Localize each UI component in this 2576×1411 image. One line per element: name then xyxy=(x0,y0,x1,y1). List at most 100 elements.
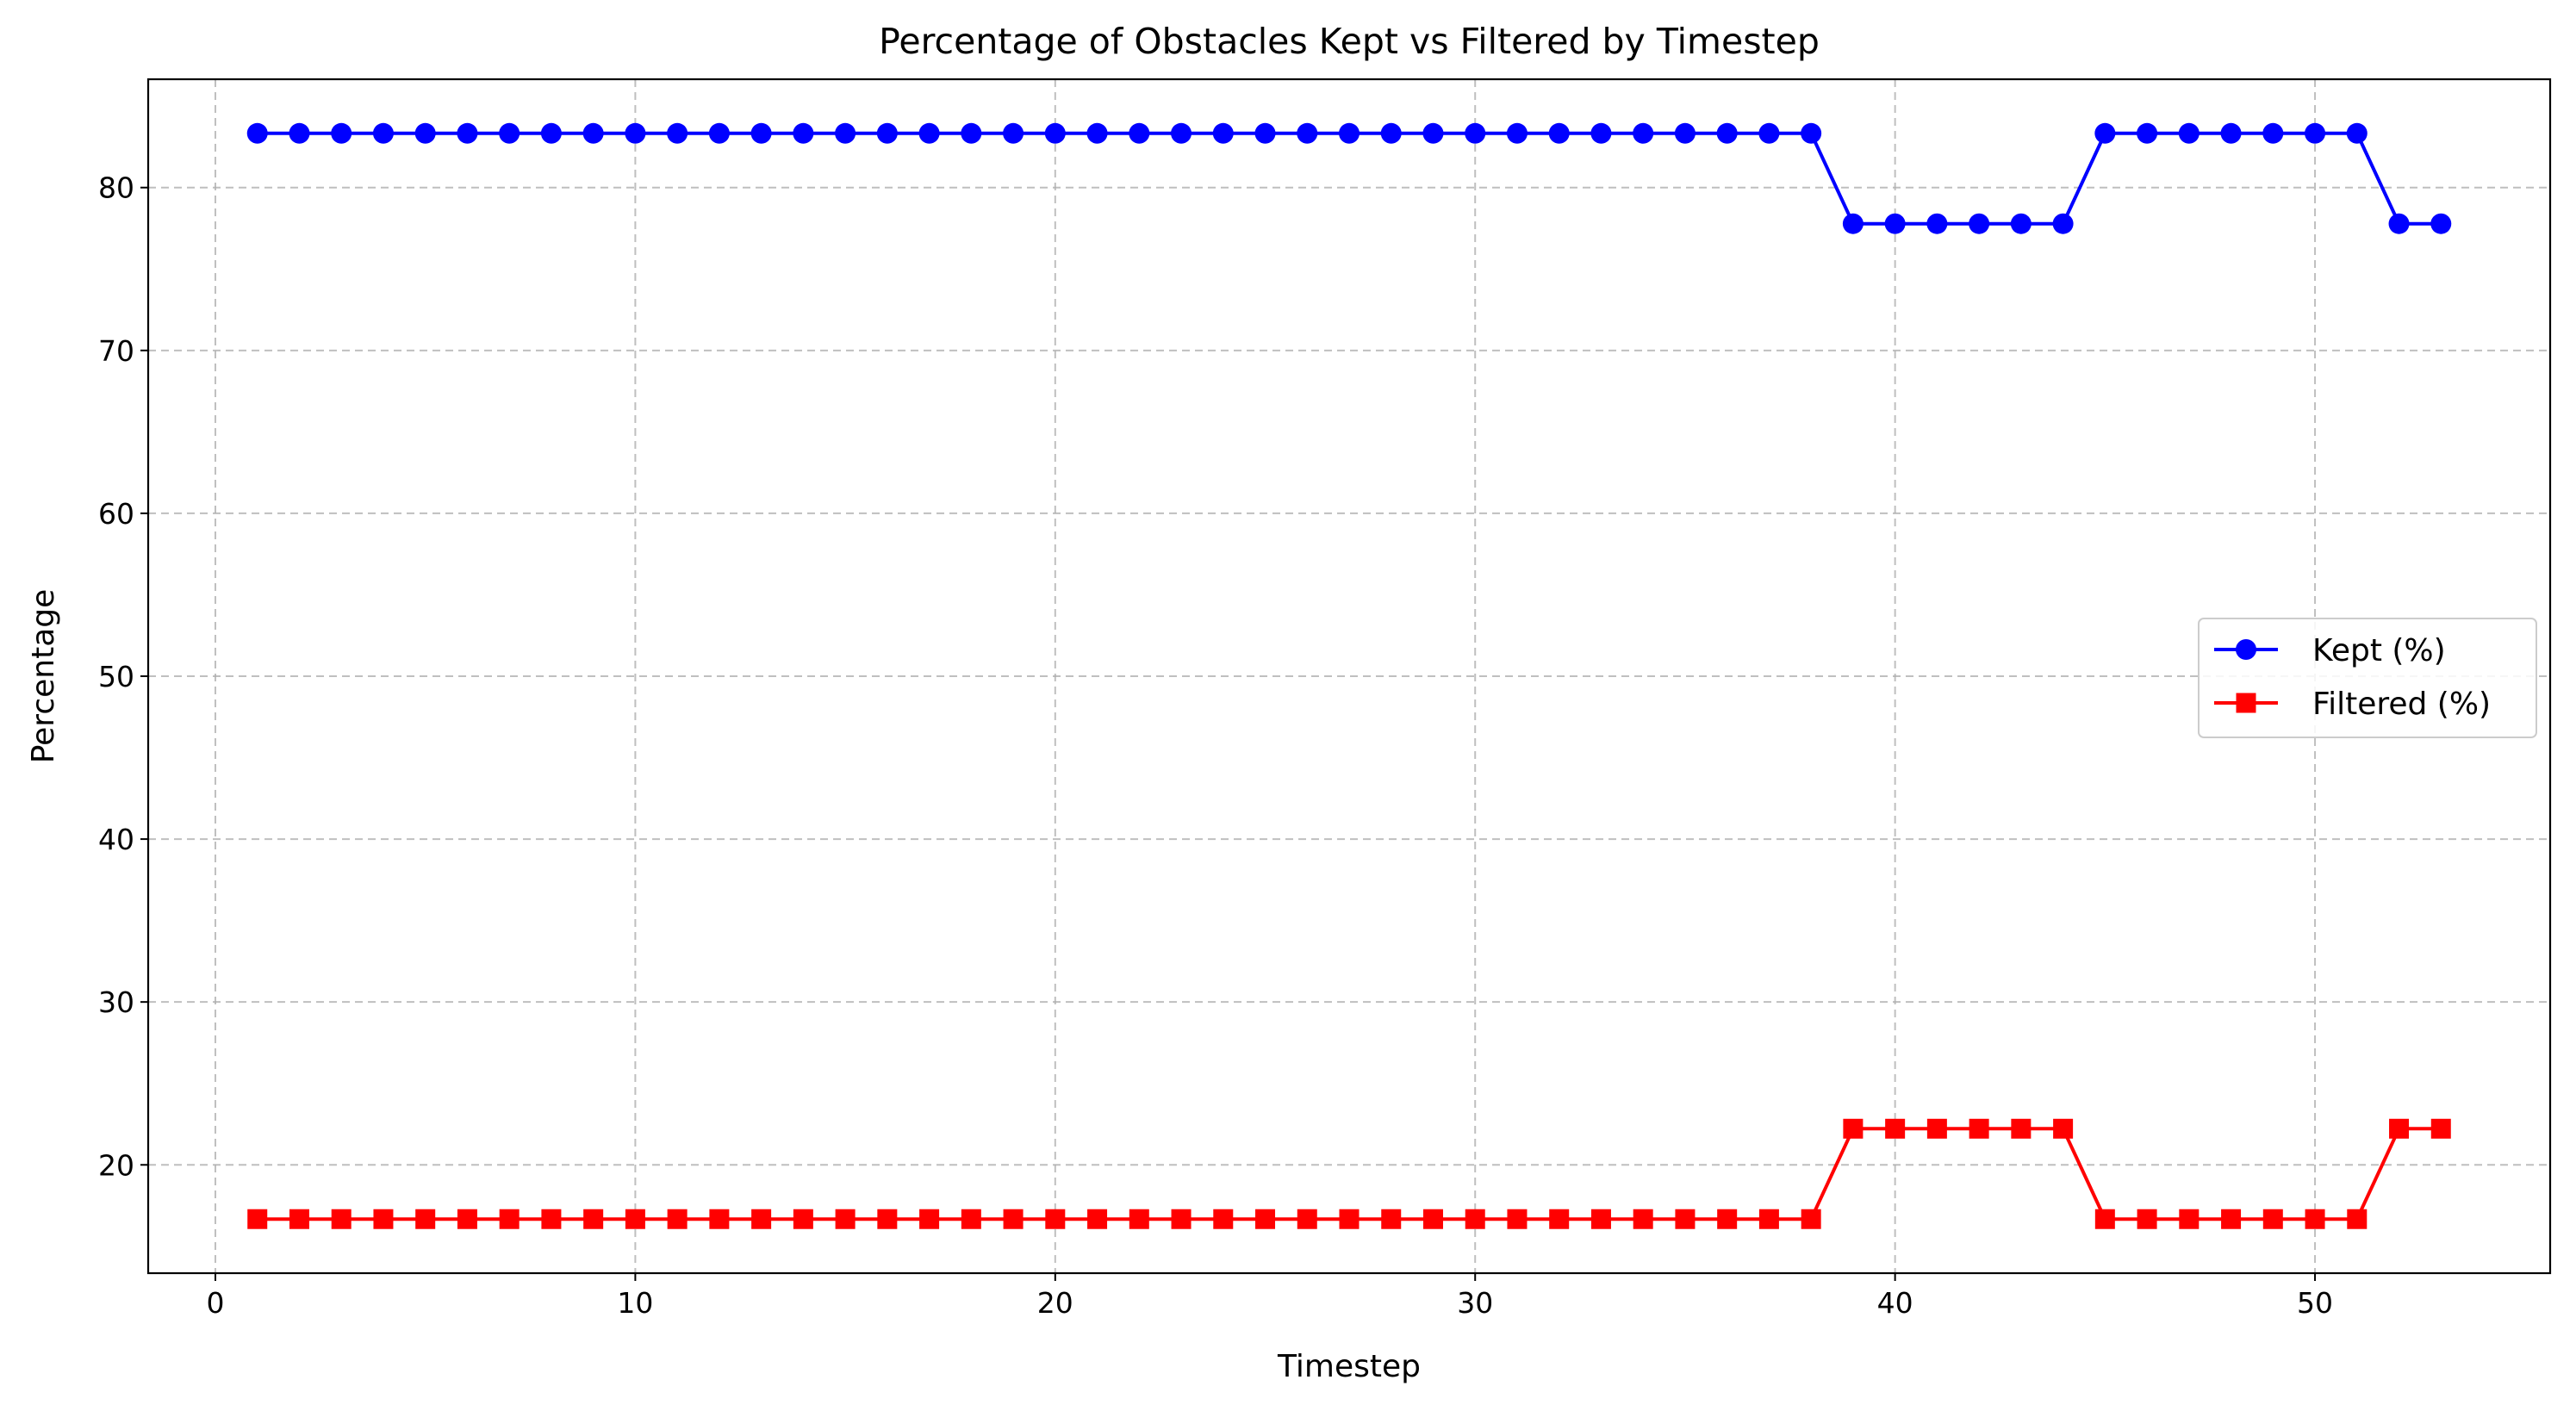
data-point xyxy=(540,122,562,144)
data-point xyxy=(835,1209,856,1229)
data-point xyxy=(1675,1209,1696,1229)
data-point xyxy=(1590,1209,1611,1229)
data-point xyxy=(2179,1209,2200,1229)
legend-marker xyxy=(2236,639,2256,660)
data-point xyxy=(2347,1209,2368,1229)
data-point xyxy=(2010,213,2032,234)
x-tick-label: 20 xyxy=(1037,1286,1073,1320)
y-tick-label: 60 xyxy=(98,497,134,531)
legend: Kept (%) Filtered (%) xyxy=(2198,618,2537,738)
x-tick-label: 40 xyxy=(1877,1286,1913,1320)
data-point xyxy=(918,122,940,144)
data-point xyxy=(961,122,982,144)
data-point xyxy=(667,1209,688,1229)
data-point xyxy=(1297,122,1318,144)
data-point xyxy=(625,122,646,144)
data-point xyxy=(1339,122,1360,144)
data-point xyxy=(835,122,856,144)
data-point xyxy=(2137,122,2158,144)
data-point xyxy=(1171,122,1192,144)
data-point xyxy=(1129,122,1150,144)
data-point xyxy=(1969,213,1990,234)
data-point xyxy=(457,1209,477,1229)
data-point xyxy=(1843,1118,1864,1139)
x-tick-label: 10 xyxy=(617,1286,653,1320)
data-point xyxy=(1044,122,1066,144)
data-point xyxy=(1255,1209,1276,1229)
data-point xyxy=(1926,1118,1947,1139)
y-axis-label: Percentage xyxy=(26,589,61,764)
data-point xyxy=(1087,1209,1108,1229)
data-point xyxy=(1633,1209,1653,1229)
data-point xyxy=(1171,1209,1192,1229)
data-point xyxy=(1633,122,1654,144)
data-point xyxy=(372,122,394,144)
x-tick-label: 50 xyxy=(2297,1286,2333,1320)
data-point xyxy=(1884,213,1906,234)
data-point xyxy=(2305,1209,2325,1229)
plot-series xyxy=(246,122,2452,1229)
data-point xyxy=(919,1209,940,1229)
data-point xyxy=(499,1209,520,1229)
y-tick-label: 50 xyxy=(98,660,134,693)
y-tick-label: 30 xyxy=(98,985,134,1019)
data-point xyxy=(1758,122,1780,144)
data-point xyxy=(246,122,268,144)
legend-marker xyxy=(2236,693,2256,713)
data-point xyxy=(1590,122,1612,144)
data-point xyxy=(1801,122,1822,144)
data-point xyxy=(1674,122,1696,144)
data-point xyxy=(2388,213,2410,234)
data-point xyxy=(1339,1209,1360,1229)
data-point xyxy=(1716,122,1738,144)
data-point xyxy=(793,1209,813,1229)
data-point xyxy=(1926,213,1948,234)
data-point xyxy=(709,1209,730,1229)
data-point xyxy=(331,122,352,144)
data-point xyxy=(876,122,898,144)
data-point xyxy=(582,122,604,144)
data-point xyxy=(1758,1209,1779,1229)
y-tick-label: 80 xyxy=(98,171,134,205)
data-point xyxy=(499,122,520,144)
data-point xyxy=(2137,1209,2157,1229)
data-point xyxy=(247,1209,268,1229)
data-point xyxy=(2094,1209,2115,1229)
legend-box xyxy=(2198,618,2537,738)
data-point xyxy=(1507,1209,1528,1229)
data-point xyxy=(1213,1209,1234,1229)
data-point xyxy=(1506,122,1528,144)
data-point xyxy=(1003,122,1024,144)
data-point xyxy=(2430,1118,2451,1139)
data-point xyxy=(1465,1209,1485,1229)
data-point xyxy=(2389,1118,2410,1139)
data-point xyxy=(373,1209,394,1229)
data-point xyxy=(2430,213,2452,234)
data-point xyxy=(1422,122,1444,144)
axis-ticks: 0 10 20 30 40 50 20 30 40 50 60 70 80 xyxy=(98,171,2333,1320)
data-point xyxy=(2220,122,2242,144)
data-point xyxy=(1885,1118,1906,1139)
legend-label: Filtered (%) xyxy=(2312,687,2491,722)
x-tick-label: 0 xyxy=(206,1286,224,1320)
data-point xyxy=(2094,122,2116,144)
data-point xyxy=(1045,1209,1066,1229)
series-1 xyxy=(247,1118,2451,1229)
legend-label: Kept (%) xyxy=(2312,633,2446,668)
data-point xyxy=(289,122,310,144)
data-point xyxy=(1003,1209,1024,1229)
data-point xyxy=(2011,1118,2032,1139)
y-tick-label: 20 xyxy=(98,1148,134,1182)
data-point xyxy=(750,122,772,144)
data-point xyxy=(2178,122,2200,144)
data-point xyxy=(625,1209,645,1229)
data-point xyxy=(1254,122,1276,144)
data-point xyxy=(751,1209,772,1229)
data-point xyxy=(414,122,436,144)
data-point xyxy=(667,122,688,144)
x-axis-label: Timestep xyxy=(1277,1349,1421,1384)
x-tick-label: 30 xyxy=(1457,1286,1493,1320)
data-point xyxy=(1422,1209,1443,1229)
